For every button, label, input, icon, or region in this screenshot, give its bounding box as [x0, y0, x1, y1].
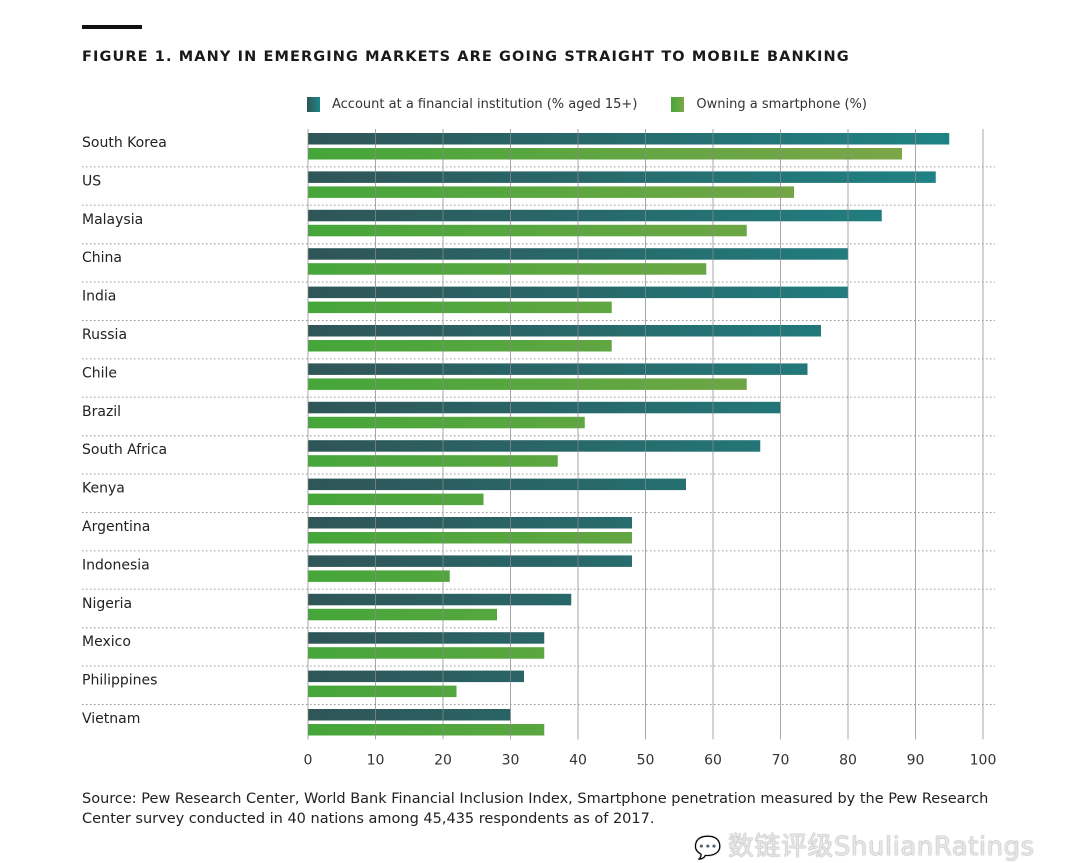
category-label: US [82, 173, 101, 189]
legend-label-account: Account at a financial institution (% ag… [332, 97, 638, 112]
category-label: Brazil [82, 404, 121, 420]
wechat-icon: 💬 [694, 836, 722, 861]
legend-item-smartphone: Owning a smartphone (%) [671, 97, 867, 112]
bar-smartphone-philippines [308, 685, 457, 698]
bar-account-argentina [308, 517, 632, 529]
bar-account-vietnam [308, 709, 511, 721]
category-label: Indonesia [82, 557, 150, 573]
bar-account-us [308, 171, 936, 183]
category-label: Nigeria [82, 596, 132, 612]
bar-smartphone-mexico [308, 647, 545, 659]
bar-account-malaysia [308, 209, 882, 222]
bar-account-south-africa [308, 440, 761, 452]
x-tick-label: 30 [502, 752, 520, 768]
category-label: Chile [82, 365, 117, 381]
bar-account-indonesia [308, 555, 632, 567]
bar-smartphone-us [308, 186, 794, 198]
category-label: Russia [82, 327, 127, 343]
bar-smartphone-kenya [308, 493, 484, 506]
x-tick-label: 0 [304, 752, 313, 768]
watermark: 💬 数链评级ShulianRatings [694, 826, 1035, 863]
category-label: Philippines [82, 673, 157, 689]
x-tick-label: 80 [839, 752, 857, 768]
x-tick-label: 70 [772, 752, 790, 768]
bar-smartphone-brazil [308, 416, 585, 429]
watermark-text: 数链评级ShulianRatings [727, 832, 1035, 862]
bar-smartphone-indonesia [308, 570, 450, 582]
source-note: Source: Pew Research Center, World Bank … [82, 791, 989, 827]
bar-account-russia [308, 325, 821, 337]
x-tick-label: 60 [704, 752, 722, 768]
gridlines [307, 129, 984, 740]
bar-smartphone-india [308, 301, 612, 314]
x-tick-label: 100 [970, 752, 997, 768]
legend-item-account: Account at a financial institution (% ag… [307, 97, 637, 112]
legend: Account at a financial institution (% ag… [307, 97, 901, 112]
bar-smartphone-russia [308, 340, 612, 352]
x-tick-label: 50 [637, 752, 655, 768]
bar-smartphone-chile [308, 378, 747, 390]
category-label: China [82, 250, 122, 266]
bar-account-philippines [308, 670, 524, 683]
x-tick-label: 40 [569, 752, 587, 768]
bar-account-brazil [308, 401, 781, 414]
bar-smartphone-nigeria [308, 608, 497, 621]
category-label: Mexico [82, 634, 131, 650]
category-labels: South Korea US Malaysia China India Russia Chi… [82, 135, 167, 727]
row-separators [82, 166, 995, 705]
category-label: India [82, 289, 116, 305]
bar-smartphone-malaysia [308, 224, 747, 237]
category-label: Kenya [82, 481, 125, 497]
category-label: South Korea [82, 135, 167, 151]
teal-swatch-icon [307, 97, 320, 112]
bar-account-kenya [308, 478, 686, 491]
bars [308, 133, 950, 736]
bar-smartphone-argentina [308, 532, 632, 544]
x-tick-label: 20 [434, 752, 452, 768]
bar-smartphone-south-korea [308, 148, 902, 160]
bar-account-mexico [308, 632, 545, 644]
category-label: Vietnam [82, 711, 140, 727]
category-label: Malaysia [82, 212, 143, 228]
chart-title: FIGURE 1. MANY IN EMERGING MARKETS ARE G… [82, 49, 850, 65]
title-accent-bar [82, 25, 142, 29]
bar-account-south-korea [308, 133, 950, 145]
green-swatch-icon [671, 97, 685, 112]
bar-account-nigeria [308, 593, 572, 606]
legend-label-smartphone: Owning a smartphone (%) [696, 97, 867, 112]
x-tick-label: 10 [367, 752, 385, 768]
x-axis-ticks: 0 10 20 30 40 50 60 70 80 90 100 [304, 752, 997, 768]
bar-smartphone-south-africa [308, 455, 558, 467]
category-label: Argentina [82, 519, 150, 535]
bar-smartphone-vietnam [308, 724, 545, 736]
bar-account-chile [308, 363, 808, 375]
bar-smartphone-china [308, 263, 707, 275]
x-tick-label: 90 [907, 752, 925, 768]
category-label: South Africa [82, 442, 167, 458]
